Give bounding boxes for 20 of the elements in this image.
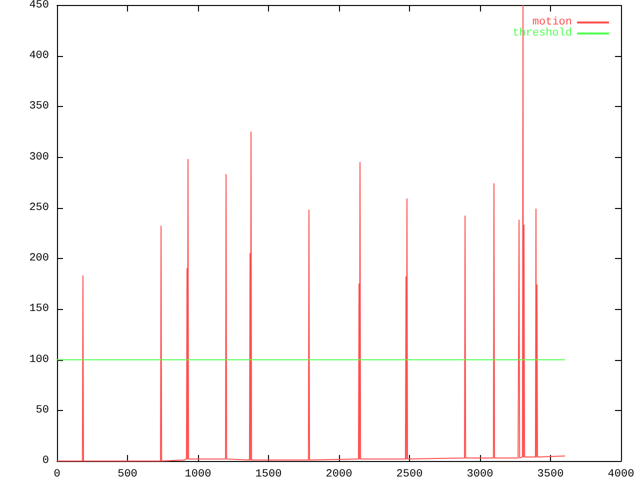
y-tick-label: 300: [29, 151, 49, 164]
x-tick-label: 0: [54, 468, 60, 480]
y-tick-label: 150: [29, 303, 49, 316]
x-tick-label: 1500: [255, 468, 282, 480]
x-tick-label: 500: [118, 468, 138, 480]
y-tick-label: 250: [29, 202, 49, 214]
y-tick-label: 400: [29, 50, 49, 62]
y-tick-label: 0: [42, 455, 49, 467]
x-tick-label: 1000: [184, 468, 212, 480]
y-tick-label: 100: [29, 354, 49, 366]
x-tick-label: 3000: [466, 468, 494, 480]
y-tick-label: 350: [29, 100, 49, 113]
y-tick-label: 200: [29, 252, 49, 265]
x-tick-label: 2500: [396, 468, 423, 480]
y-tick-label: 450: [29, 0, 49, 12]
x-tick-label: 4000: [608, 468, 634, 480]
x-tick-label: 3500: [537, 468, 564, 480]
x-tick-label: 2000: [326, 468, 352, 480]
y-tick-label: 50: [36, 404, 49, 416]
legend-label: motion: [532, 16, 572, 28]
